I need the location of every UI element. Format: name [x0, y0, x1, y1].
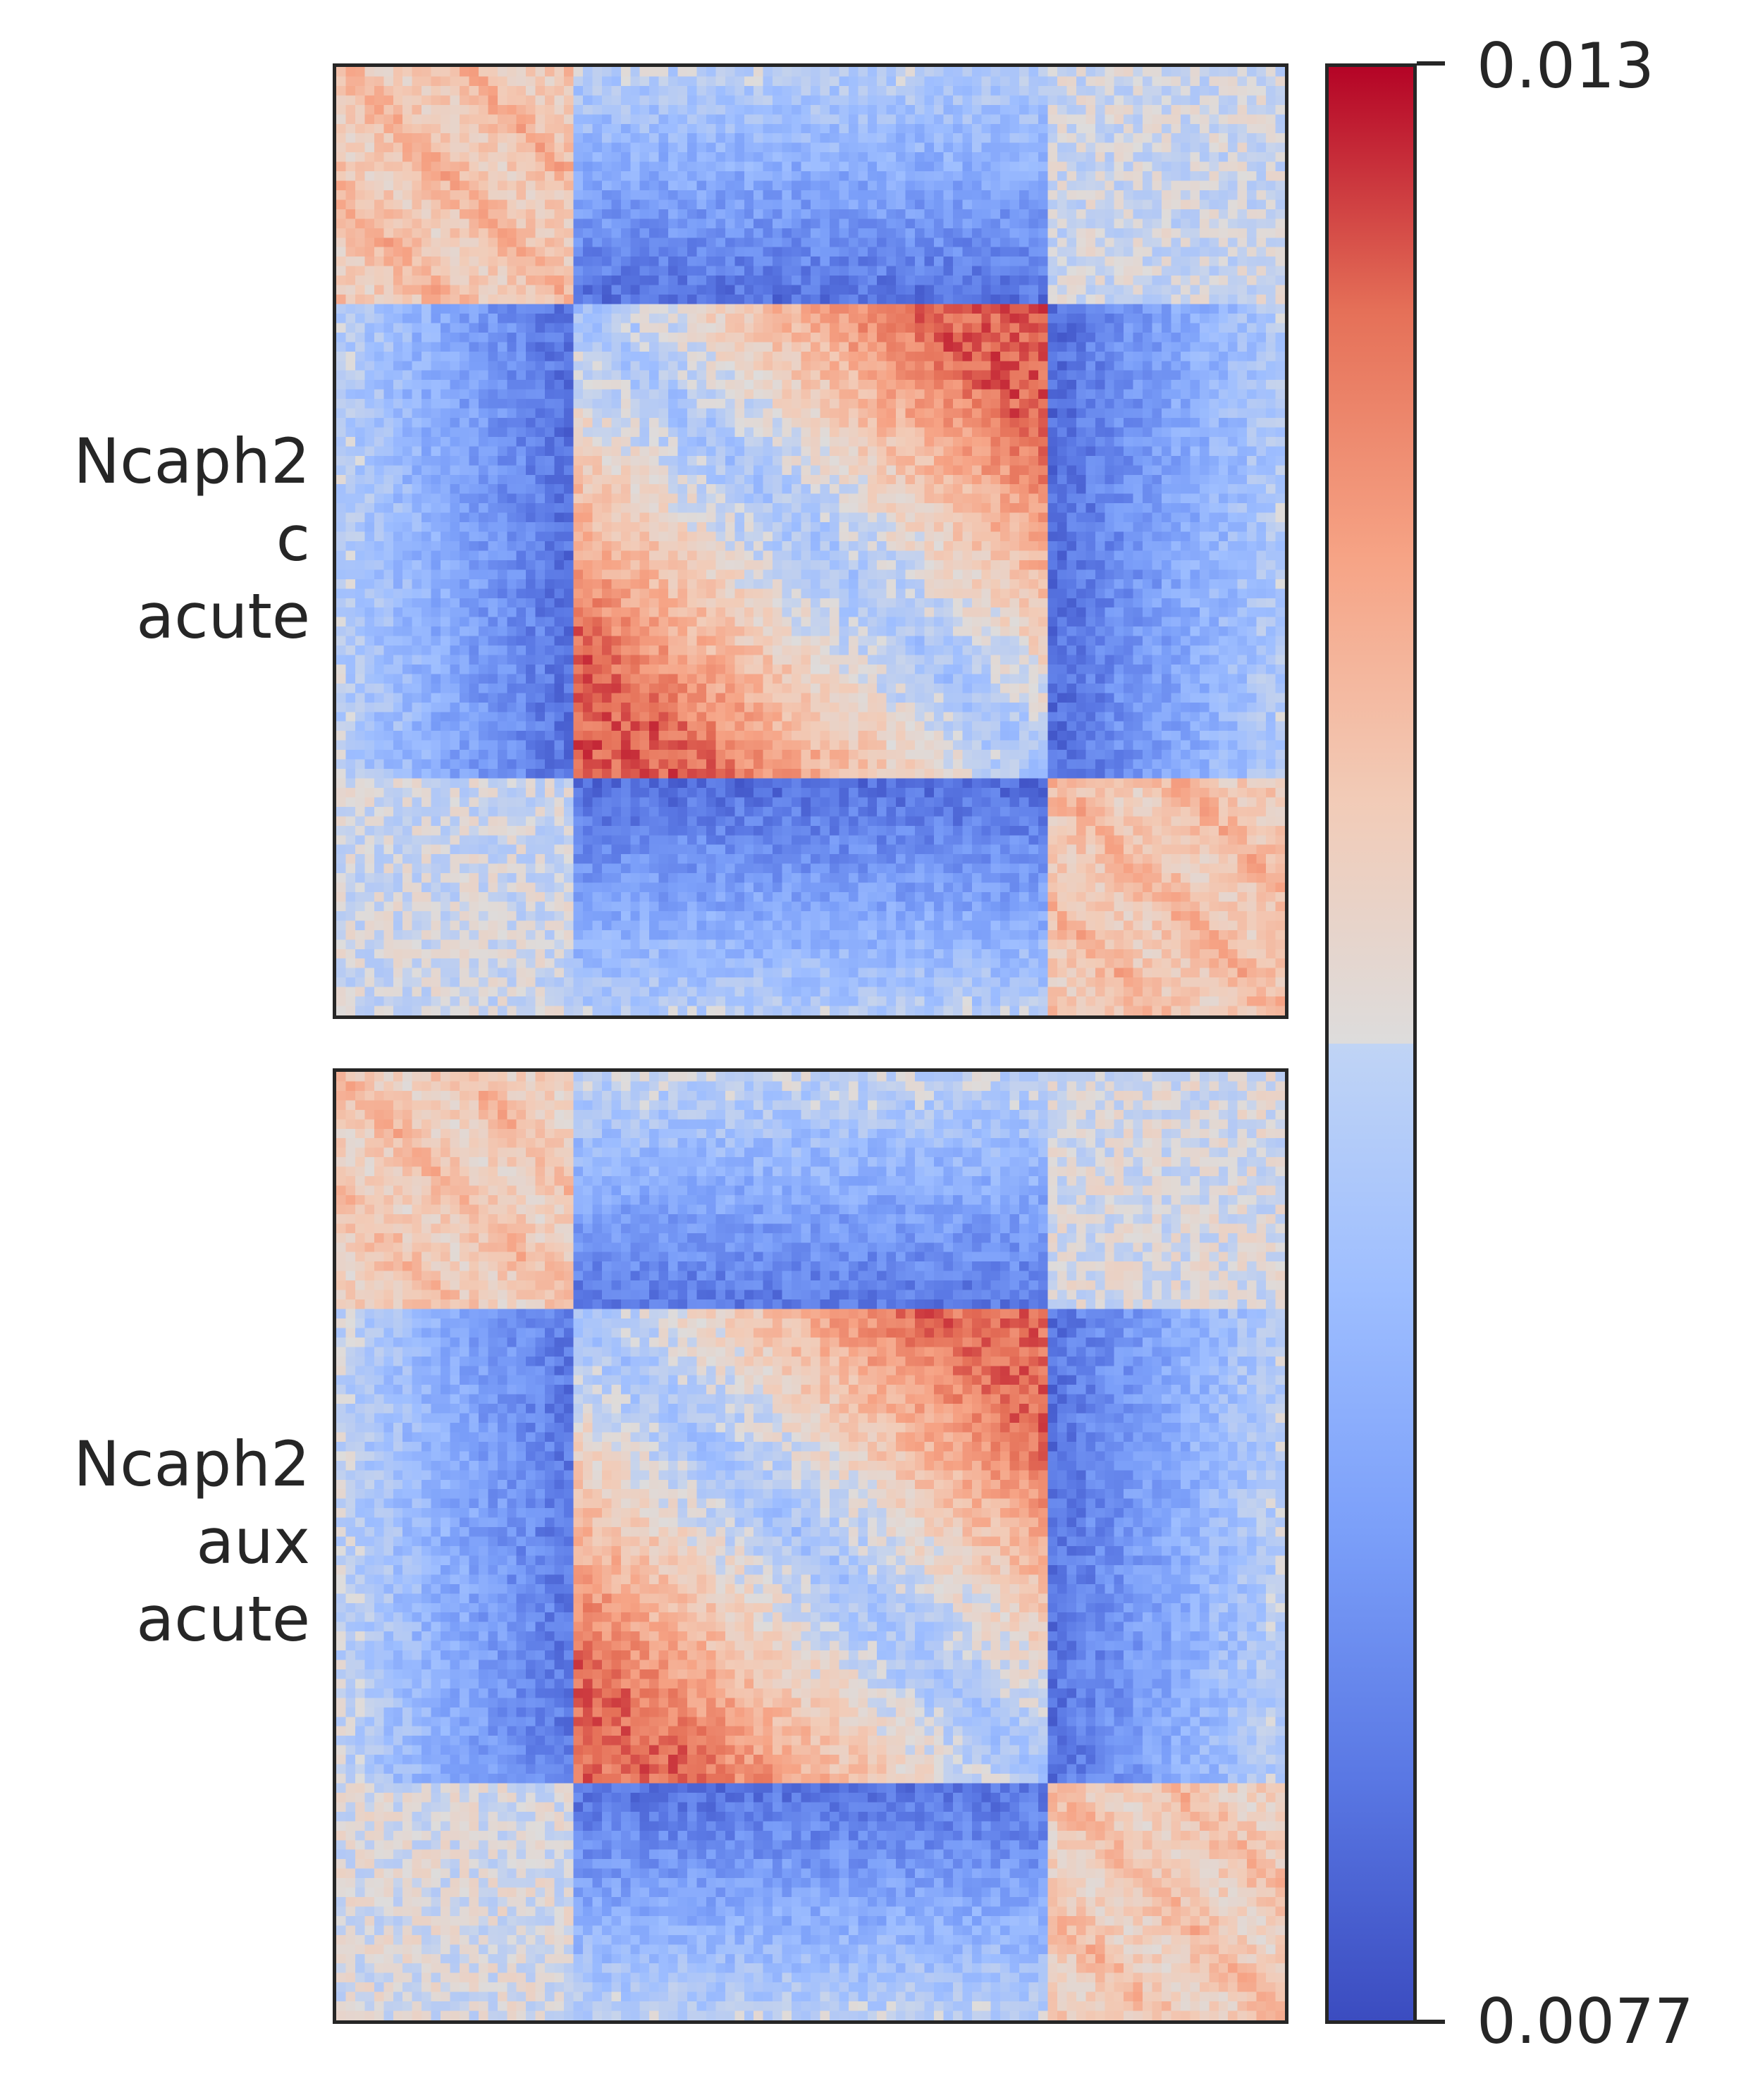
colorbar	[1325, 63, 1417, 2024]
colorbar-tick-min	[1417, 2020, 1445, 2024]
row-label-top-line2: c	[276, 502, 310, 575]
row-label-bottom: Ncaph2 aux acute	[0, 1426, 310, 1658]
heatmap-canvas-bottom	[336, 1072, 1285, 2020]
colorbar-min-label: 0.0077	[1477, 1985, 1694, 2058]
row-label-top: Ncaph2 c acute	[0, 423, 310, 655]
heatmap-panel-bottom	[333, 1068, 1288, 2024]
colorbar-max-label: 0.013	[1477, 30, 1654, 102]
heatmap-panel-top	[333, 63, 1288, 1019]
row-label-top-line1: Ncaph2	[73, 425, 310, 498]
row-label-bottom-line1: Ncaph2	[73, 1428, 310, 1500]
heatmap-canvas-top	[336, 67, 1285, 1015]
colorbar-tick-max	[1417, 61, 1445, 66]
row-label-top-line3: acute	[136, 580, 310, 653]
row-label-bottom-line3: acute	[136, 1583, 310, 1655]
row-label-bottom-line2: aux	[196, 1505, 310, 1578]
